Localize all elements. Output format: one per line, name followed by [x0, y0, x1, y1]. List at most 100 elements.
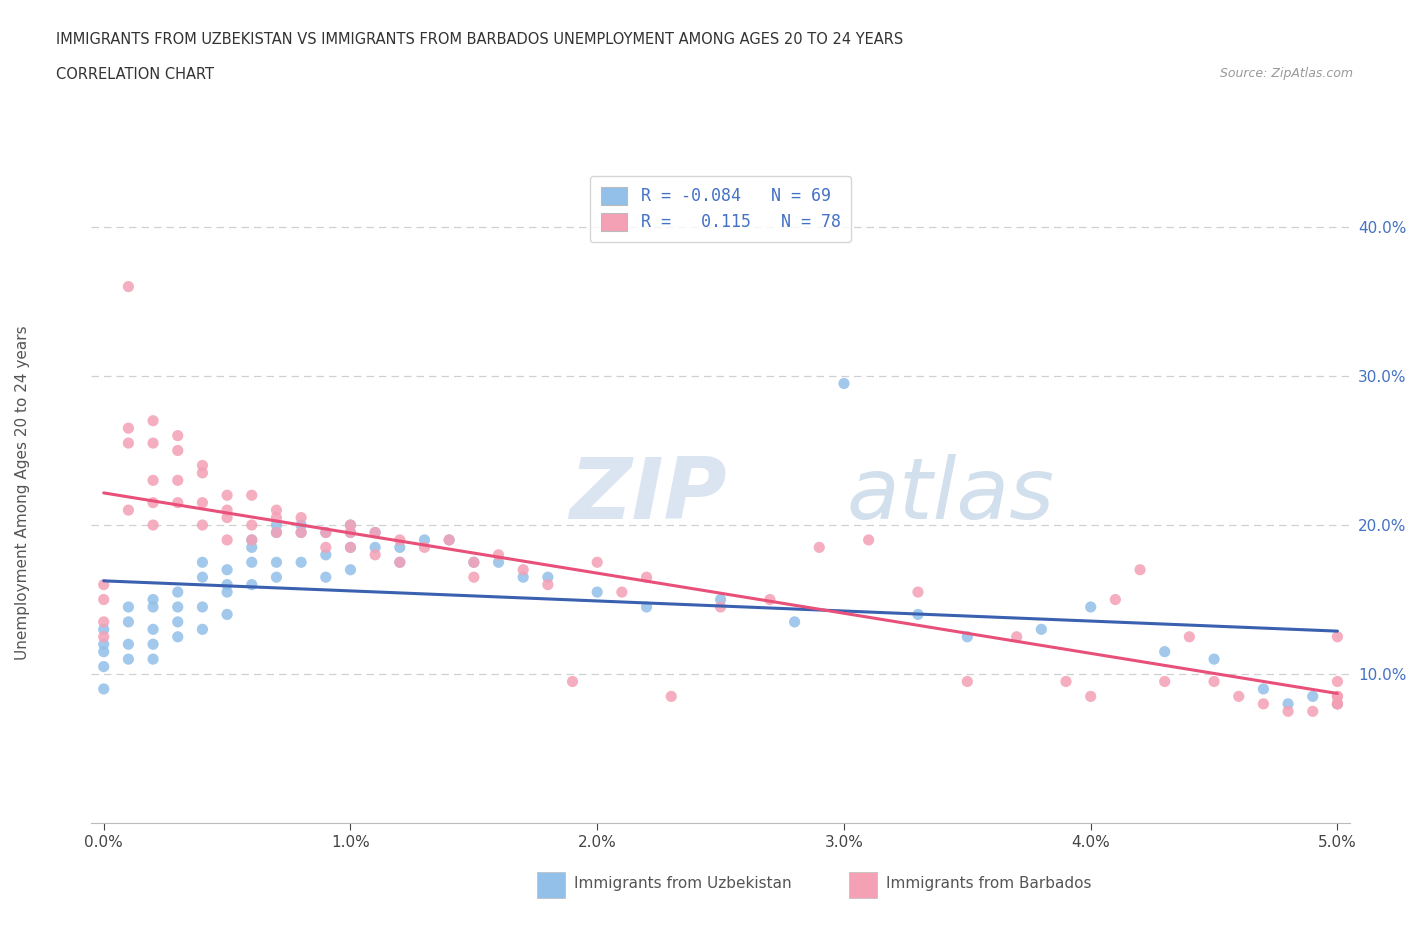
Point [339, 540, 361, 555]
Point [217, 511, 239, 525]
Point [191, 465, 214, 480]
Bar [849, 872, 877, 898]
Point [117, 615, 139, 630]
Point [1277, 704, 1299, 719]
Point [142, 413, 165, 428]
Point [1302, 689, 1324, 704]
Point [759, 592, 782, 607]
Point [907, 607, 929, 622]
Point [191, 570, 214, 585]
Point [388, 533, 411, 548]
Point [266, 570, 288, 585]
Point [610, 585, 633, 600]
Point [956, 630, 979, 644]
Point [783, 615, 806, 630]
Point [463, 555, 485, 570]
Point [93, 630, 115, 644]
Bar [537, 872, 565, 898]
Point [1326, 689, 1348, 704]
Point [240, 533, 263, 548]
Point [437, 533, 460, 548]
Point [364, 525, 387, 540]
Point [117, 279, 139, 294]
Text: ZIP: ZIP [569, 454, 727, 537]
Point [142, 652, 165, 667]
Point [512, 563, 534, 578]
Point [364, 540, 387, 555]
Point [93, 659, 115, 674]
Point [117, 600, 139, 615]
Point [142, 472, 165, 487]
Point [1054, 674, 1077, 689]
Point [217, 578, 239, 592]
Point [339, 518, 361, 533]
Point [315, 525, 337, 540]
Point [339, 563, 361, 578]
Point [93, 592, 115, 607]
Point [142, 496, 165, 511]
Point [166, 585, 188, 600]
Point [240, 533, 263, 548]
Point [240, 540, 263, 555]
Point [561, 674, 583, 689]
Point [1031, 622, 1053, 637]
Point [437, 533, 460, 548]
Point [1080, 600, 1102, 615]
Point [217, 503, 239, 518]
Point [93, 622, 115, 637]
Point [586, 555, 609, 570]
Point [191, 496, 214, 511]
Point [290, 525, 312, 540]
Point [217, 585, 239, 600]
Point [709, 600, 731, 615]
Point [636, 600, 658, 615]
Point [290, 511, 312, 525]
Point [166, 496, 188, 511]
Point [339, 525, 361, 540]
Point [364, 525, 387, 540]
Point [488, 548, 510, 563]
Text: Immigrants from Barbados: Immigrants from Barbados [886, 876, 1091, 891]
Point [1326, 697, 1348, 711]
Point [191, 600, 214, 615]
Point [1326, 697, 1348, 711]
Text: Unemployment Among Ages 20 to 24 years: Unemployment Among Ages 20 to 24 years [15, 326, 30, 660]
Point [1153, 644, 1175, 659]
Point [858, 533, 880, 548]
Point [636, 570, 658, 585]
Point [166, 443, 188, 458]
Point [537, 570, 560, 585]
Point [1104, 592, 1126, 607]
Point [93, 615, 115, 630]
Point [907, 585, 929, 600]
Point [240, 578, 263, 592]
Point [339, 525, 361, 540]
Point [1302, 704, 1324, 719]
Point [290, 525, 312, 540]
Point [191, 622, 214, 637]
Point [339, 540, 361, 555]
Point [388, 555, 411, 570]
Point [808, 540, 831, 555]
Point [315, 540, 337, 555]
Text: Source: ZipAtlas.com: Source: ZipAtlas.com [1219, 67, 1353, 80]
Point [315, 548, 337, 563]
Text: atlas: atlas [846, 454, 1054, 537]
Point [117, 652, 139, 667]
Point [1080, 689, 1102, 704]
Point [117, 420, 139, 435]
Point [93, 578, 115, 592]
Point [537, 578, 560, 592]
Point [93, 644, 115, 659]
Point [266, 525, 288, 540]
Point [1326, 689, 1348, 704]
Point [142, 637, 165, 652]
Point [117, 503, 139, 518]
Point [191, 518, 214, 533]
Point [217, 563, 239, 578]
Point [240, 518, 263, 533]
Point [117, 637, 139, 652]
Point [166, 600, 188, 615]
Point [266, 555, 288, 570]
Point [266, 503, 288, 518]
